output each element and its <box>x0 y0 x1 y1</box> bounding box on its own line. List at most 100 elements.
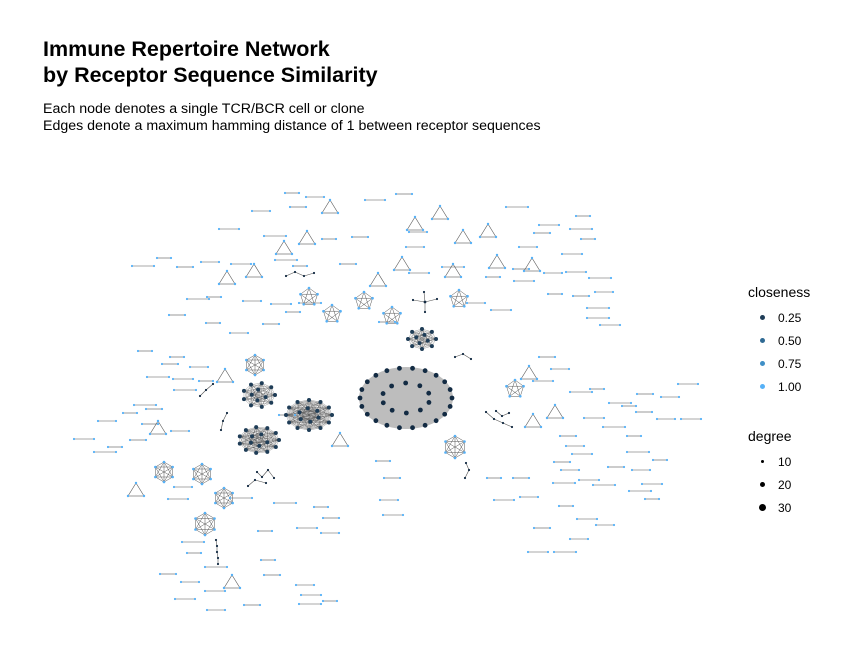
node <box>444 451 447 454</box>
node <box>255 470 259 474</box>
node <box>453 355 457 359</box>
node <box>186 497 190 501</box>
node <box>537 355 541 359</box>
edge <box>383 313 387 324</box>
node <box>665 458 669 462</box>
node <box>570 452 574 456</box>
node <box>307 286 311 290</box>
edge <box>308 287 315 305</box>
edge <box>303 294 318 305</box>
node <box>293 270 297 274</box>
node <box>291 264 295 268</box>
node <box>172 388 176 392</box>
degree-legend: degree 10 20 30 <box>748 428 792 519</box>
node <box>330 303 334 307</box>
node <box>433 372 439 378</box>
node <box>297 242 301 246</box>
node <box>364 379 370 385</box>
edge <box>300 407 329 420</box>
node <box>429 329 434 334</box>
edge <box>223 502 233 509</box>
node <box>221 419 225 423</box>
node <box>457 288 461 292</box>
node <box>199 551 203 555</box>
edge <box>201 463 211 470</box>
edge <box>220 420 224 431</box>
edge <box>337 311 341 322</box>
node <box>167 375 171 379</box>
degree-key-dot <box>760 460 764 463</box>
node <box>194 388 198 392</box>
node <box>284 413 288 417</box>
node <box>188 365 192 369</box>
node <box>447 404 453 409</box>
edge <box>245 430 252 443</box>
edge <box>339 432 349 447</box>
node <box>537 223 541 227</box>
node <box>398 476 402 480</box>
hub-cluster-fill <box>359 367 453 429</box>
node <box>507 411 511 415</box>
node <box>304 205 308 209</box>
edge <box>193 468 203 485</box>
edge <box>424 298 438 303</box>
node <box>294 501 298 505</box>
edge <box>283 240 293 255</box>
node <box>229 262 233 266</box>
edge <box>509 386 524 397</box>
node <box>222 486 226 490</box>
node <box>634 404 638 408</box>
node <box>283 191 287 195</box>
edge <box>267 469 275 479</box>
edge <box>355 298 359 309</box>
node <box>174 572 178 576</box>
edge <box>524 413 534 428</box>
node <box>321 599 325 603</box>
node <box>199 260 203 264</box>
edge <box>326 311 341 322</box>
node <box>527 267 531 271</box>
edge <box>528 365 538 380</box>
node <box>155 256 159 260</box>
node <box>237 227 241 231</box>
node <box>410 192 414 196</box>
node <box>487 266 491 270</box>
edge <box>261 383 272 403</box>
node <box>337 531 341 535</box>
edge <box>485 411 495 420</box>
node <box>442 379 448 385</box>
edge <box>546 404 556 419</box>
edge <box>454 452 465 459</box>
edge <box>445 441 465 453</box>
node <box>630 468 634 472</box>
node <box>509 308 513 312</box>
node <box>494 409 498 413</box>
node <box>168 355 172 359</box>
edge <box>300 287 310 295</box>
edge <box>222 412 228 422</box>
closeness-legend-item: 0.75 <box>748 352 810 375</box>
node <box>222 586 226 590</box>
node <box>265 440 270 445</box>
edge <box>258 387 272 390</box>
edge <box>462 353 472 360</box>
node <box>223 608 227 612</box>
edge <box>245 442 268 450</box>
node <box>505 384 508 388</box>
title-line-1: Immune Repertoire Network <box>43 37 330 61</box>
node <box>222 506 226 510</box>
node <box>660 482 664 486</box>
edge <box>532 413 542 428</box>
edge <box>419 331 433 344</box>
node <box>582 416 586 420</box>
node <box>425 230 429 234</box>
edge <box>294 271 305 277</box>
node <box>623 425 627 429</box>
node <box>394 192 398 196</box>
edge <box>329 199 339 214</box>
node <box>272 501 276 505</box>
node <box>469 241 473 245</box>
node <box>233 282 237 286</box>
edge <box>514 379 521 397</box>
node <box>346 444 350 448</box>
